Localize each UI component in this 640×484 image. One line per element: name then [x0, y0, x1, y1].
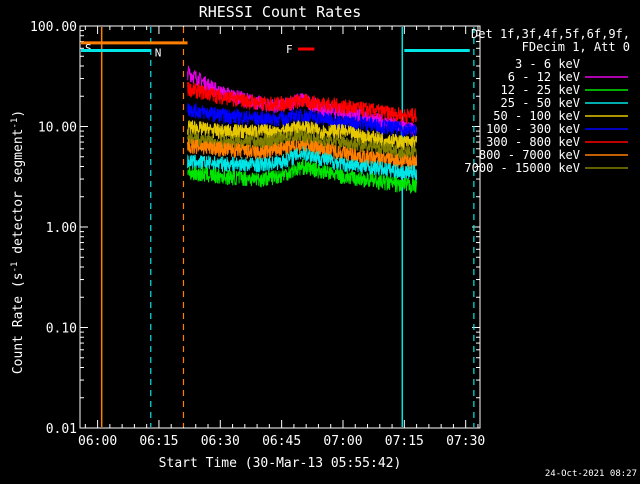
legend-label: 12 - 25 keV — [501, 83, 580, 97]
y-tick-label: 0.01 — [46, 422, 77, 437]
x-tick-label: 07:15 — [385, 434, 424, 449]
y-tick-label: 0.10 — [46, 322, 77, 337]
night-label: N — [155, 47, 162, 60]
x-tick-label: 06:15 — [139, 434, 178, 449]
series-line-7 — [187, 146, 418, 181]
legend-label: 800 - 7000 keV — [479, 148, 580, 162]
x-axis-label: Start Time (30-Mar-13 05:55:42) — [159, 456, 402, 471]
y-label-tail: detector segment — [11, 129, 26, 262]
legend-label: 7000 - 15000 keV — [464, 161, 580, 175]
legend-label: 25 - 50 keV — [501, 96, 580, 110]
x-tick-label: 06:00 — [78, 434, 117, 449]
series-line-8 — [187, 159, 418, 195]
x-tick-label: 07:00 — [323, 434, 362, 449]
series-line-3 — [187, 103, 418, 141]
footer-timestamp: 24-Oct-2021 08:27 — [545, 469, 637, 479]
series-line-2 — [187, 82, 418, 124]
y-tick-label: 100.00 — [30, 20, 77, 35]
y-label-sup2: -1 — [10, 118, 20, 129]
y-label-close: ) — [11, 110, 26, 118]
x-axis-ticks: 06:00 06:15 06:30 06:45 07:00 07:15 07:30 — [78, 26, 485, 449]
saa-label: S — [85, 42, 92, 55]
y-label-sup: -1 — [10, 262, 20, 273]
data-series — [187, 65, 418, 195]
series-line-4 — [187, 120, 418, 151]
vertical-marker-lines — [100, 27, 475, 427]
legend: Det 1f,3f,4f,5f,6f,9f, FDecim 1, Att 0 3… — [464, 27, 630, 175]
y-tick-label: 10.00 — [38, 121, 77, 136]
legend-label: 6 - 12 keV — [508, 70, 580, 84]
y-tick-label: 1.00 — [46, 221, 77, 236]
legend-header-line-2: FDecim 1, Att 0 — [522, 40, 630, 54]
legend-label: 300 - 800 keV — [486, 135, 580, 149]
flare-label: F — [286, 43, 293, 56]
legend-label: 50 - 100 keV — [493, 109, 580, 123]
legend-label: 3 - 6 keV — [515, 57, 580, 71]
x-tick-label: 07:30 — [446, 434, 485, 449]
x-tick-label: 06:45 — [262, 434, 301, 449]
y-label-main: Count Rate (s — [11, 272, 26, 374]
y-axis-label: Count Rate (s-1 detector segment-1) — [10, 110, 26, 374]
legend-label: 100 - 300 keV — [486, 122, 580, 136]
chart-title: RHESSI Count Rates — [199, 3, 362, 21]
series-line-6 — [187, 138, 418, 170]
legend-header-line-1: Det 1f,3f,4f,5f,6f,9f, — [471, 27, 630, 41]
y-axis-ticks: 0.01 0.10 1.00 10.00 100.00 — [30, 20, 480, 437]
x-tick-label: 06:30 — [201, 434, 240, 449]
